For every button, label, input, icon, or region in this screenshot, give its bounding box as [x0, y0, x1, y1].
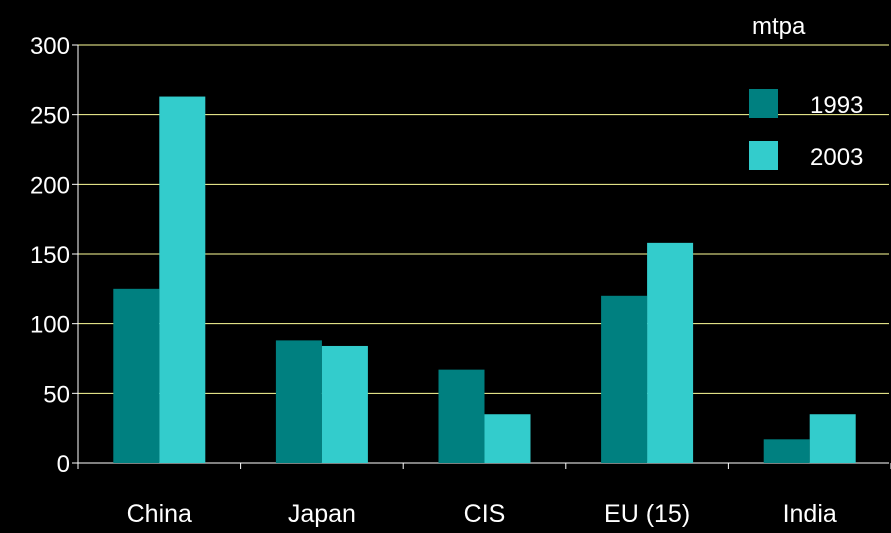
category-label: India	[783, 500, 837, 528]
y-tick-labels: 0 50 100 150 200 250 300	[30, 33, 70, 478]
y-tick-label: 0	[57, 451, 70, 478]
y-tick-label: 150	[30, 242, 70, 269]
gridlines	[78, 44, 889, 394]
bar-japan-1993	[275, 340, 322, 463]
y-tick-label: 300	[30, 33, 70, 60]
category-label: EU (15)	[604, 500, 690, 528]
bar-cis-2003	[484, 414, 531, 463]
legend-swatch-1993	[749, 89, 778, 118]
unit-label: mtpa	[752, 13, 806, 40]
bar-japan-2003	[321, 345, 368, 463]
category-label: Japan	[288, 500, 356, 528]
bar-cis-1993	[438, 369, 485, 463]
bar-china-1993	[113, 288, 160, 463]
bar-china-2003	[159, 96, 206, 463]
legend-label-1993: 1993	[810, 92, 863, 119]
category-label: China	[127, 500, 192, 528]
bar-eu-15--1993	[601, 295, 648, 463]
legend-label-2003: 2003	[810, 144, 863, 171]
legend: 1993 2003	[749, 89, 863, 171]
bar-india-2003	[809, 414, 856, 463]
y-tick-label: 250	[30, 103, 70, 130]
category-labels: China Japan CIS EU (15) India	[127, 500, 837, 528]
bar-india-1993	[763, 439, 810, 463]
y-tick-label: 200	[30, 172, 70, 199]
y-tick-label: 100	[30, 312, 70, 339]
bar-eu-15--2003	[647, 242, 694, 463]
y-tick-label: 50	[43, 381, 70, 408]
legend-swatch-2003	[749, 141, 778, 170]
category-label: CIS	[464, 500, 506, 528]
bars	[113, 96, 856, 463]
